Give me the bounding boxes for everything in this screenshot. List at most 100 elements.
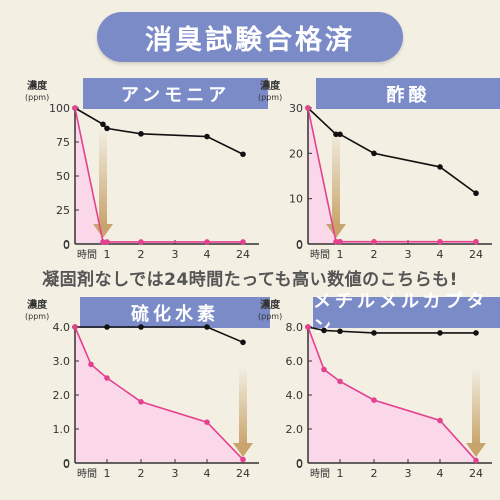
x-axis-label: 時間: [310, 249, 330, 261]
chart-hydrogen-sulfide: 硫化水素 濃度 (ppm) 0 1.0 2.0 3.0 4.0 0 1 2 3 4 24 時間: [25, 297, 270, 482]
product-point: [240, 456, 246, 463]
reference-point: [240, 339, 246, 346]
y-tick-label: 25: [56, 204, 70, 217]
x-tick-label: 4: [437, 467, 444, 480]
x-tick-label: 24: [469, 248, 483, 261]
y-tick-label: 8.0: [286, 321, 304, 334]
y-unit-label: 濃度 (ppm): [25, 300, 49, 322]
chart-methyl-mercaptan: メチルメルカプタン 濃度 (ppm) 0 2.0 4.0 6.0 8.0 0 1 2 3 4 24 時間: [258, 291, 500, 482]
decrease-arrow-shaft: [239, 367, 247, 445]
reference-point: [371, 150, 377, 157]
chart-title-hydrogen-sulfide: 硫化水素: [80, 297, 270, 328]
reference-point: [104, 324, 110, 330]
x-tick-label: 2: [138, 467, 145, 480]
y-tick-label: 1.0: [53, 423, 71, 436]
product-point: [305, 105, 311, 111]
product-point: [138, 239, 144, 245]
x-tick-label: 3: [405, 467, 412, 480]
y-tick-label: 20: [289, 147, 303, 160]
decrease-arrow-shaft: [332, 128, 340, 226]
product-point: [204, 239, 210, 245]
x-tick-label: 4: [204, 248, 211, 261]
x-origin-label: 0: [63, 239, 70, 252]
y-unit-name: 濃度: [27, 81, 48, 92]
chart-svg-methyl-mercaptan: 02.04.06.08.001 2 3 4 24時間: [286, 321, 492, 480]
x-axis-label: 時間: [310, 468, 330, 480]
x-tick-label: 1: [337, 467, 344, 480]
y-tick-label: 0: [296, 238, 303, 251]
y-tick-label: 0: [63, 238, 70, 251]
y-tick-label: 30: [289, 102, 303, 115]
reference-point: [100, 121, 106, 128]
product-point: [100, 239, 106, 245]
chart-acetic-acid: 酢酸 濃度 (ppm) 0 10 20 30 0 1 2 3 4 24 時間: [258, 78, 500, 263]
product-point: [337, 378, 343, 385]
product-line: [307, 326, 477, 461]
reference-line: [307, 107, 477, 194]
x-tick-label: 1: [104, 467, 111, 480]
product-line: [74, 326, 244, 461]
product-point: [437, 238, 443, 245]
reference-point: [333, 131, 339, 138]
product-point: [72, 324, 78, 330]
reference-point: [204, 133, 210, 140]
chart-svg-hydrogen-sulfide: 01.02.03.04.001 2 3 4 24時間: [53, 321, 259, 480]
reference-point: [473, 330, 479, 336]
y-unit-label: 濃度 (ppm): [258, 81, 282, 103]
decrease-arrow-head: [93, 224, 113, 238]
decrease-arrow-head: [466, 443, 486, 457]
product-point: [371, 397, 377, 403]
x-tick-label: 2: [371, 248, 378, 261]
reference-point: [138, 131, 144, 137]
reference-point: [437, 330, 443, 336]
reference-point: [321, 327, 327, 334]
y-unit-name: 濃度: [27, 300, 48, 311]
y-tick-label: 3.0: [53, 355, 71, 368]
x-axis-label: 時間: [77, 249, 97, 261]
chart-title-methyl-mercaptan: メチルメルカプタン: [313, 291, 500, 338]
product-point: [333, 238, 339, 245]
product-point: [473, 238, 479, 245]
y-tick-label: 10: [289, 193, 303, 206]
product-point: [204, 419, 210, 425]
product-point: [437, 417, 443, 424]
chart-ammonia: アンモニア 濃度 (ppm) 0 25 50 75 100 0 1 2 3 4 24 時間: [25, 78, 268, 263]
product-line: [307, 107, 476, 243]
x-tick-label: 1: [104, 248, 111, 261]
reference-point: [473, 190, 479, 197]
product-point: [138, 399, 144, 405]
reference-point: [104, 125, 110, 132]
decrease-arrow-head: [326, 224, 346, 238]
product-point: [305, 324, 311, 330]
x-tick-label: 24: [236, 467, 250, 480]
decrease-arrow-shaft: [99, 128, 107, 226]
x-tick-label: 3: [405, 248, 412, 261]
chart-title-acetic-acid: 酢酸: [316, 78, 500, 109]
title-badge: 消臭試験合格済: [97, 12, 403, 62]
product-point: [337, 238, 343, 245]
x-tick-label: 3: [172, 467, 179, 480]
y-unit-label: 濃度 (ppm): [258, 300, 282, 322]
y-tick-label: 50: [56, 170, 70, 183]
product-area-fill: [308, 108, 476, 244]
y-tick-label: 75: [56, 136, 70, 149]
x-axis-label: 時間: [77, 468, 97, 480]
decrease-arrow-head: [233, 443, 253, 457]
reference-point: [371, 330, 377, 336]
y-unit-name: 濃度: [260, 300, 281, 311]
product-point: [88, 361, 94, 368]
y-tick-label: 6.0: [286, 355, 304, 368]
product-point: [104, 239, 110, 245]
page-title: 消臭試験合格済: [145, 24, 355, 56]
reference-line: [74, 107, 244, 155]
comparison-caption: 凝固剤なしでは24時間たっても高い数値のこちらも!: [42, 270, 458, 290]
chart-title-ammonia: アンモニア: [83, 78, 268, 109]
product-area-fill: [75, 327, 243, 463]
product-point: [72, 105, 78, 111]
x-tick-label: 2: [138, 248, 145, 261]
product-point: [240, 239, 246, 245]
y-unit-ppm: (ppm): [25, 312, 50, 321]
y-tick-label: 100: [49, 102, 70, 115]
reference-point: [337, 131, 343, 138]
